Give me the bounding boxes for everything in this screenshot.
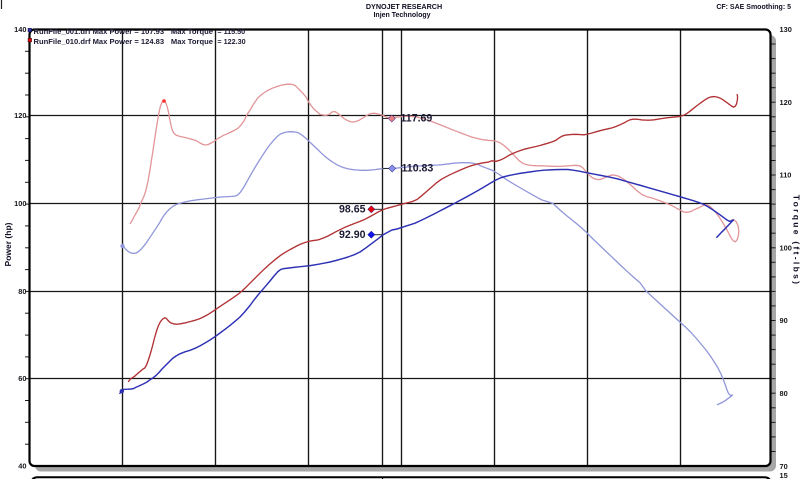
svg-text:120: 120 bbox=[14, 111, 26, 120]
svg-text:98.65: 98.65 bbox=[339, 203, 366, 215]
svg-text:130: 130 bbox=[780, 25, 792, 34]
svg-text:117.69: 117.69 bbox=[401, 113, 433, 125]
svg-text:15: 15 bbox=[780, 471, 788, 479]
svg-text:92.90: 92.90 bbox=[339, 229, 366, 241]
svg-text:110.83: 110.83 bbox=[402, 163, 434, 175]
svg-text:Power (hp): Power (hp) bbox=[3, 222, 13, 266]
svg-text:DYNOJET RESEARCH: DYNOJET RESEARCH bbox=[366, 2, 442, 11]
svg-text:90: 90 bbox=[780, 316, 788, 325]
svg-text:100: 100 bbox=[14, 199, 26, 208]
svg-text:Torque (ft-lbs): Torque (ft-lbs) bbox=[792, 195, 800, 286]
svg-text:70: 70 bbox=[780, 462, 788, 471]
svg-text:100: 100 bbox=[780, 243, 792, 252]
svg-text:40: 40 bbox=[18, 462, 26, 471]
svg-text:60: 60 bbox=[18, 374, 26, 383]
svg-text:120: 120 bbox=[780, 98, 792, 107]
svg-text:Injen Technology: Injen Technology bbox=[373, 12, 430, 19]
svg-text:140: 140 bbox=[14, 25, 26, 34]
svg-text:80: 80 bbox=[18, 287, 26, 296]
svg-text:110: 110 bbox=[780, 171, 792, 180]
svg-text:CF: SAE Smoothing: 5: CF: SAE Smoothing: 5 bbox=[716, 4, 791, 11]
svg-text:80: 80 bbox=[780, 389, 788, 398]
